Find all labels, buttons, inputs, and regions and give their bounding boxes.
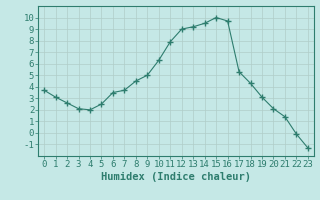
X-axis label: Humidex (Indice chaleur): Humidex (Indice chaleur) <box>101 172 251 182</box>
